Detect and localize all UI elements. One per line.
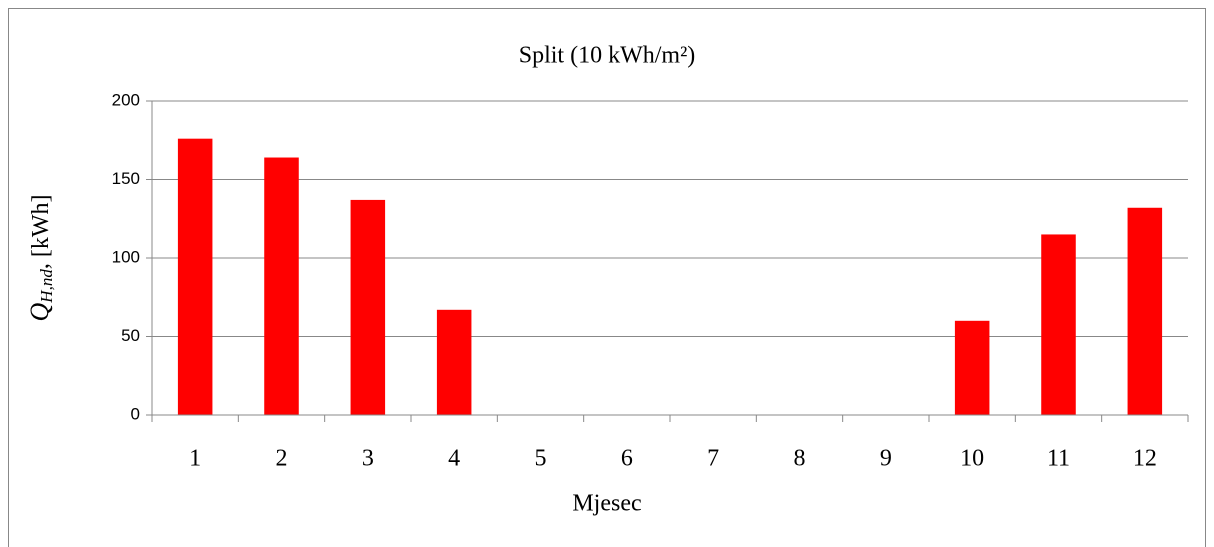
y-label-symbol: Q	[25, 302, 54, 321]
y-tick-label: 50	[121, 326, 140, 345]
y-tick-label: 200	[112, 90, 140, 109]
x-tick-label: 7	[707, 446, 719, 472]
bar	[264, 157, 299, 415]
bar	[1041, 234, 1076, 415]
x-tick-label: 11	[1047, 446, 1070, 472]
x-tick-label: 3	[362, 446, 374, 472]
y-label-unit: , [kWh]	[28, 195, 54, 270]
bar	[436, 309, 472, 415]
bar	[1127, 207, 1163, 415]
x-tick-label: 1	[189, 446, 201, 472]
bar	[954, 320, 990, 415]
chart-title: Split (10 kWh/m²)	[519, 43, 696, 69]
y-label-subscript: H,nd	[37, 269, 56, 304]
x-tick-label: 8	[794, 446, 806, 472]
y-tick-label: 150	[112, 169, 140, 188]
x-tick-label: 6	[621, 446, 633, 472]
x-tick-label: 5	[535, 446, 547, 472]
bar	[177, 138, 213, 415]
x-tick-label: 2	[276, 446, 288, 472]
y-tick-label: 0	[131, 404, 140, 423]
x-tick-label: 4	[448, 446, 460, 472]
x-axis-label: Mjesec	[572, 491, 641, 517]
x-tick-label: 12	[1133, 446, 1157, 472]
x-tick-label: 10	[960, 446, 984, 472]
y-axis-label: QH,nd, [kWh]	[25, 195, 56, 322]
x-tick-label: 9	[880, 446, 892, 472]
y-tick-label: 100	[112, 247, 140, 266]
bar	[350, 199, 386, 415]
